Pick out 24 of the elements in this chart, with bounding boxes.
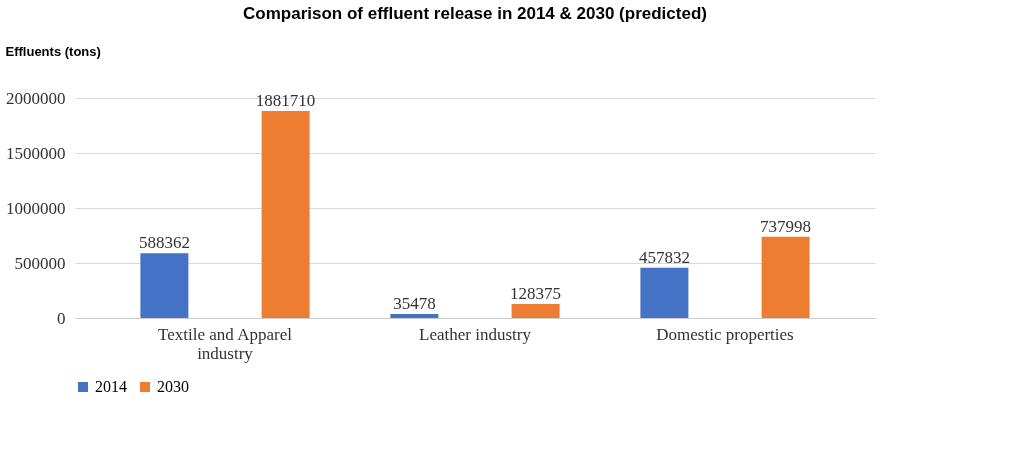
y-tick-label: 500000 [14,253,66,273]
bar [640,267,689,318]
data-label: 588362 [138,233,190,253]
data-label: 737998 [760,216,812,236]
x-tick-label: Leather industry [419,324,532,344]
legend-label: 2030 [157,378,189,395]
chart-title: Comparison of effluent release in 2014 & 2030 (predicted) [243,4,707,23]
y-tick-label: 0 [57,308,66,328]
data-label: 35478 [393,294,436,314]
legend-label: 2014 [95,378,127,395]
y-tick-label: 1500000 [6,143,66,163]
data-label: 457832 [638,247,690,267]
y-tick-label: 2000000 [6,88,66,108]
data-label: 1881710 [255,91,316,111]
y-tick-label: 1000000 [6,198,66,218]
y-axis-title: Effluents (tons) [5,43,101,59]
bar [761,236,810,318]
x-tick-label: Textile and Apparel industry [158,324,293,363]
bar [261,111,310,318]
bar [390,314,439,318]
x-tick-label: Domestic properties [656,324,794,344]
bar [140,253,189,318]
bar [511,303,560,318]
data-label: 128375 [510,283,562,303]
